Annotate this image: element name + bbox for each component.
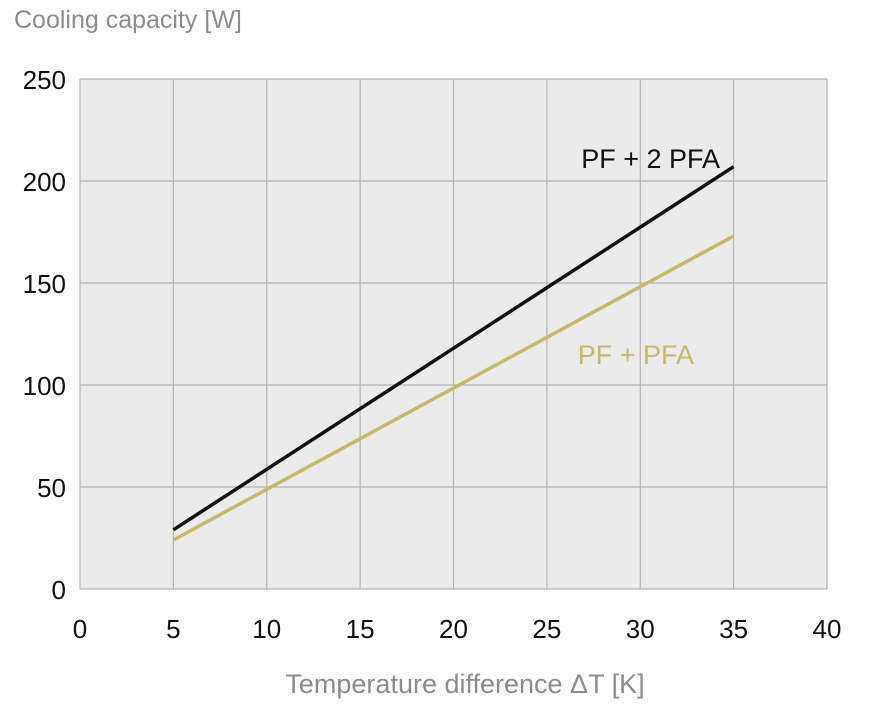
series-line-0 [172,165,735,532]
x-tick-label: 35 [719,614,748,644]
y-tick-label: 100 [23,371,66,401]
y-tick-label: 0 [52,575,66,605]
x-tick-label: 15 [346,614,375,644]
series-label-0: PF + 2 PFA [581,144,720,174]
x-tick-label: 40 [813,614,842,644]
y-tick-label: 250 [23,65,66,95]
x-tick-label: 5 [166,614,180,644]
y-tick-label: 50 [37,473,66,503]
series-label-1: PF + PFA [578,340,694,370]
grid [79,78,828,590]
series-labels: PF + 2 PFA PF + PFA [578,144,720,370]
series-lines [172,165,735,542]
x-axis-ticks: 0 5 10 15 20 25 30 35 40 [73,614,842,644]
x-tick-label: 10 [252,614,281,644]
y-axis-ticks: 0 50 100 150 200 250 [23,65,66,605]
x-axis-label: Temperature difference ΔT [K] [285,669,644,699]
series-line-1 [172,234,735,542]
y-tick-label: 200 [23,167,66,197]
x-tick-label: 20 [439,614,468,644]
x-tick-label: 25 [532,614,561,644]
y-tick-label: 150 [23,269,66,299]
x-tick-label: 30 [626,614,655,644]
y-axis-label: Cooling capacity [W] [14,6,242,34]
x-tick-label: 0 [73,614,87,644]
